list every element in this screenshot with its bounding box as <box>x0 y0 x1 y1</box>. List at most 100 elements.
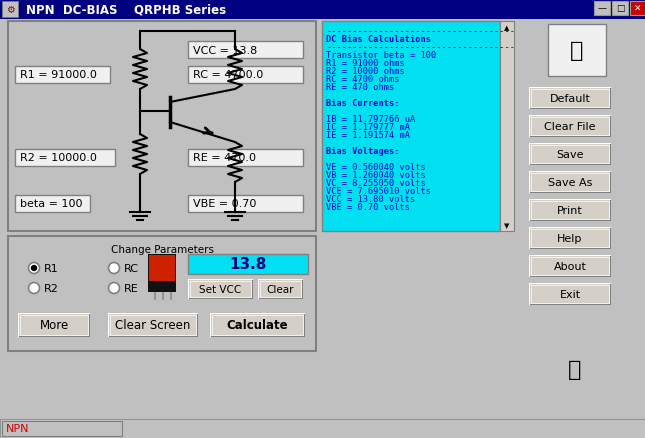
Text: VB = 1.260040 volts: VB = 1.260040 volts <box>326 171 426 180</box>
Text: R1: R1 <box>44 263 59 273</box>
Bar <box>188 150 303 166</box>
Bar <box>531 90 609 108</box>
Bar <box>19 314 89 336</box>
Text: R2 = 10000.0: R2 = 10000.0 <box>20 153 97 163</box>
Bar <box>630 2 645 16</box>
Bar <box>19 314 90 337</box>
Bar <box>0 0 645 20</box>
Bar <box>530 89 610 109</box>
Bar <box>188 254 308 274</box>
Bar <box>529 255 611 277</box>
Bar <box>530 89 611 110</box>
Text: Change Parameters: Change Parameters <box>110 244 213 254</box>
Text: RE: RE <box>124 283 139 293</box>
Bar <box>612 2 628 16</box>
Text: ------------------------------------: ------------------------------------ <box>326 43 515 52</box>
Bar <box>531 173 609 191</box>
Text: Calculate: Calculate <box>226 319 288 332</box>
Text: Default: Default <box>550 94 590 104</box>
Bar <box>530 145 611 166</box>
Bar <box>531 230 609 247</box>
Bar <box>529 116 611 138</box>
Bar <box>530 229 610 248</box>
Bar <box>530 201 610 220</box>
Bar <box>322 22 500 231</box>
Bar <box>109 314 197 336</box>
Text: NPN  DC-BIAS    QRPHB Series: NPN DC-BIAS QRPHB Series <box>26 4 226 17</box>
Bar <box>18 313 90 337</box>
Bar <box>530 117 610 137</box>
Text: VE = 0.560040 volts: VE = 0.560040 volts <box>326 162 426 172</box>
Text: ✕: ✕ <box>634 4 642 14</box>
Text: DC Bias Calculations: DC Bias Calculations <box>326 35 431 44</box>
Bar <box>190 281 251 297</box>
Bar <box>109 314 198 337</box>
Bar <box>188 67 303 84</box>
Text: VCE = 7.695010 volts: VCE = 7.695010 volts <box>326 187 431 195</box>
Bar <box>20 315 88 335</box>
Bar <box>531 285 609 303</box>
Bar <box>531 201 609 219</box>
Bar <box>15 67 110 84</box>
Bar <box>531 118 609 136</box>
Text: Clear File: Clear File <box>544 122 596 132</box>
Text: IE = 1.191574 mA: IE = 1.191574 mA <box>326 131 410 140</box>
Bar <box>530 145 610 165</box>
Bar <box>188 279 253 299</box>
Bar <box>530 201 611 222</box>
Bar <box>530 256 610 276</box>
Text: VC = 8.255050 volts: VC = 8.255050 volts <box>326 179 426 187</box>
Text: NPN: NPN <box>6 423 30 433</box>
Text: R1 = 91000.0: R1 = 91000.0 <box>20 71 97 80</box>
Text: RE = 470.0: RE = 470.0 <box>193 153 256 163</box>
Bar <box>530 229 611 249</box>
Bar <box>529 172 611 194</box>
Bar <box>594 2 610 16</box>
Bar <box>188 195 303 212</box>
Bar <box>2 2 18 18</box>
Bar <box>149 281 175 291</box>
Text: IC = 1.179777 mA: IC = 1.179777 mA <box>326 123 410 132</box>
Text: VBE = 0.70 volts: VBE = 0.70 volts <box>326 202 410 212</box>
Text: Save As: Save As <box>548 177 592 187</box>
Bar <box>530 284 610 304</box>
Bar <box>8 237 316 351</box>
Text: R2: R2 <box>44 283 59 293</box>
Text: RC = 4700.0: RC = 4700.0 <box>193 71 263 80</box>
Circle shape <box>32 266 37 271</box>
Text: 🔌: 🔌 <box>568 359 582 379</box>
Text: Transistor beta = 100: Transistor beta = 100 <box>326 51 436 60</box>
Text: beta = 100: beta = 100 <box>20 199 83 209</box>
Bar <box>211 314 305 337</box>
Text: Print: Print <box>557 205 583 215</box>
Bar <box>258 279 303 299</box>
Circle shape <box>108 263 119 274</box>
Bar <box>530 256 611 277</box>
Text: RC = 4700 ohms: RC = 4700 ohms <box>326 75 399 84</box>
Text: VCC = 13.8: VCC = 13.8 <box>193 46 257 55</box>
Text: About: About <box>553 261 586 272</box>
Bar <box>529 227 611 249</box>
Bar <box>529 144 611 166</box>
Text: ▼: ▼ <box>504 223 510 229</box>
Bar <box>211 314 304 336</box>
Bar <box>15 195 90 212</box>
Bar <box>148 254 176 292</box>
Bar <box>529 200 611 222</box>
Bar <box>530 173 611 194</box>
Text: ▲: ▲ <box>504 25 510 31</box>
Bar <box>530 284 611 305</box>
Text: R1 = 91000 ohms: R1 = 91000 ohms <box>326 59 405 68</box>
Text: RC: RC <box>124 263 139 273</box>
Text: Exit: Exit <box>559 290 580 299</box>
Text: 13.8: 13.8 <box>230 257 266 272</box>
Bar <box>530 173 610 193</box>
Bar <box>189 280 252 298</box>
Text: Bias Currents:: Bias Currents: <box>326 99 399 108</box>
Bar <box>110 315 196 335</box>
Text: RE = 470 ohms: RE = 470 ohms <box>326 83 394 92</box>
Text: VCC = 13.80 volts: VCC = 13.80 volts <box>326 194 415 204</box>
Bar <box>548 25 606 77</box>
Text: IB = 11.797766 uA: IB = 11.797766 uA <box>326 115 415 124</box>
Text: Clear: Clear <box>267 284 294 294</box>
